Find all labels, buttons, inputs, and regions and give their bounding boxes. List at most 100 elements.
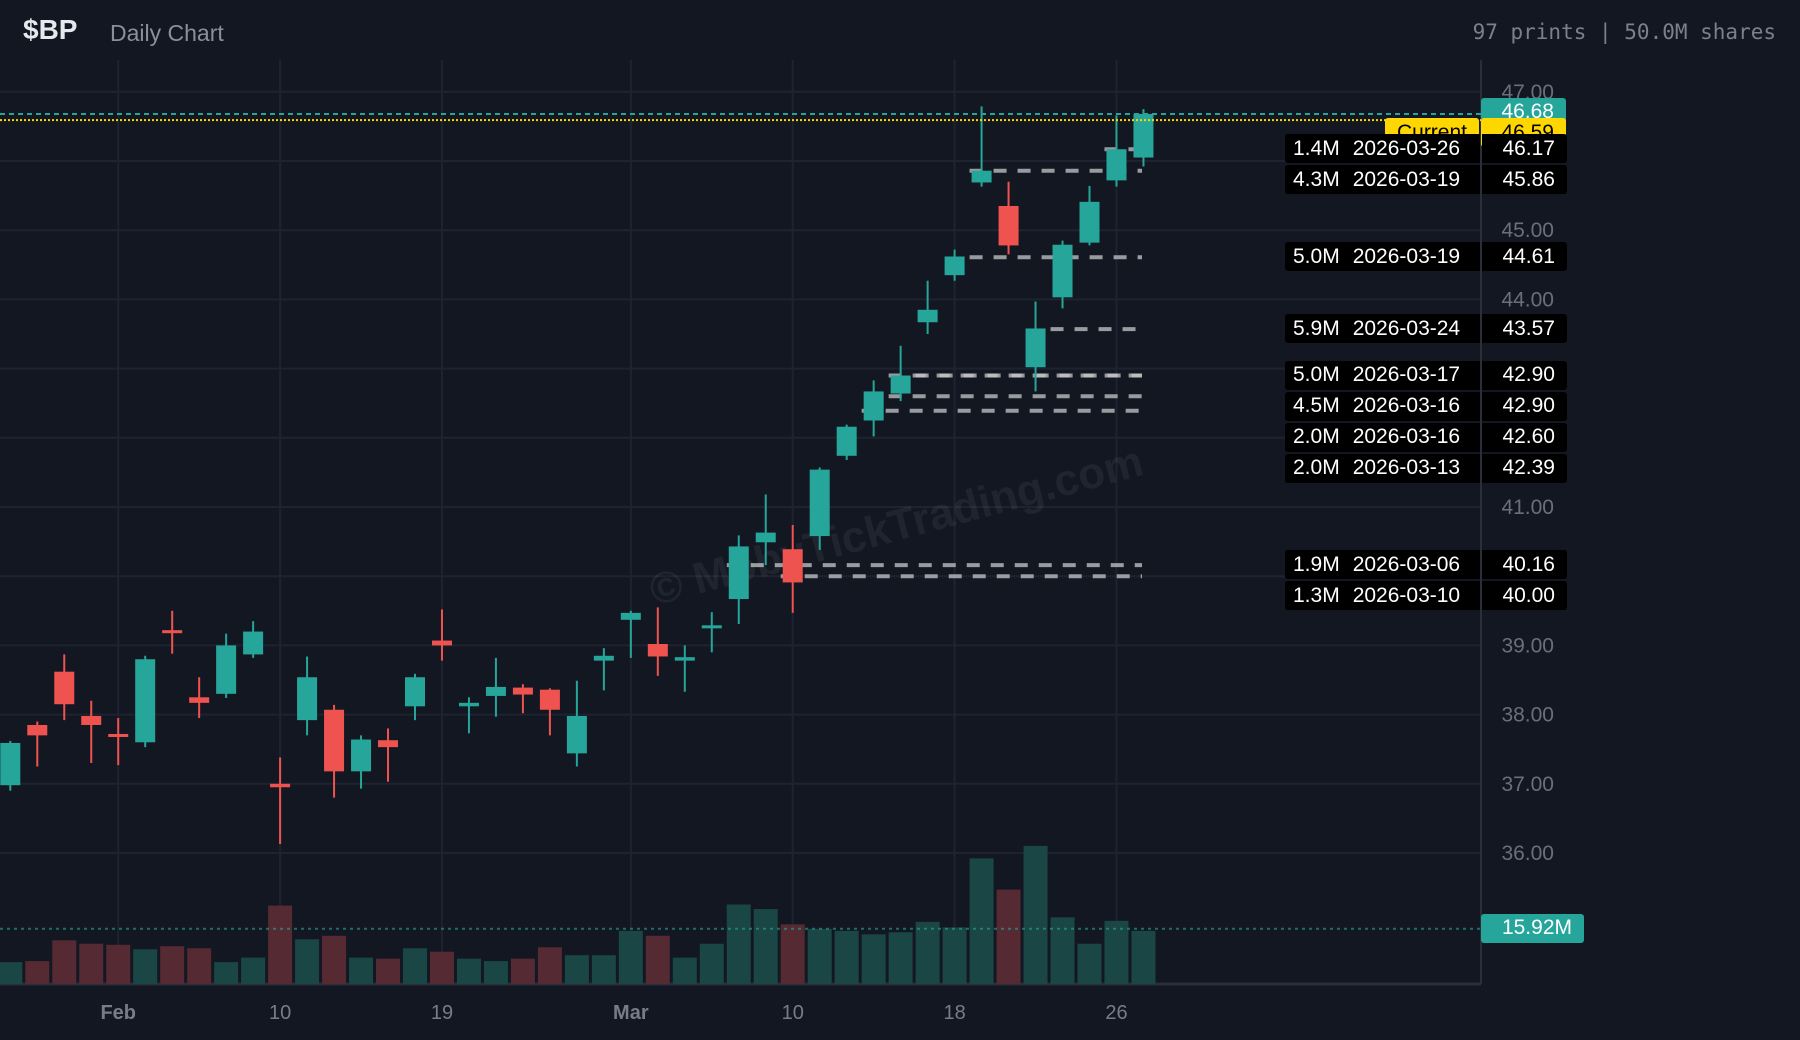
candle-body	[0, 742, 21, 786]
candle-body	[917, 309, 938, 323]
volume-bar	[187, 948, 212, 984]
volume-bar	[0, 962, 23, 984]
level-price: 43.57	[1482, 314, 1567, 344]
y-tick-label: 38.00	[1501, 704, 1554, 727]
level-label-row: 4.5M 2026-03-16 42.90	[1285, 391, 1567, 421]
volume-bar	[133, 949, 158, 984]
volume-bar	[1023, 845, 1048, 984]
candle-body	[539, 689, 560, 710]
level-date: 2026-03-16	[1352, 425, 1461, 449]
candle-body	[324, 709, 345, 772]
candle-body	[647, 644, 668, 657]
volume-bar	[52, 940, 77, 984]
prints-stats: 97 prints | 50.0M shares	[1472, 20, 1776, 44]
x-tick-label: 18	[943, 1002, 965, 1024]
volume-bar	[915, 921, 940, 984]
level-info: 5.0M 2026-03-17	[1285, 360, 1480, 390]
volume-bar	[376, 958, 401, 984]
watermark: © MobyTickTrading.com	[644, 437, 1148, 616]
level-label-row: 5.0M 2026-03-17 42.90	[1285, 360, 1567, 390]
candle-body	[297, 677, 318, 721]
level-info: 2.0M 2026-03-16	[1285, 422, 1480, 452]
level-date: 2026-03-17	[1352, 363, 1461, 387]
volume-bar	[942, 927, 967, 984]
volume-bar	[483, 961, 508, 984]
level-label-row: 5.0M 2026-03-19 44.61	[1285, 242, 1567, 272]
candle-body	[836, 426, 857, 456]
volume-bar	[888, 932, 913, 984]
level-size: 5.9M	[1293, 316, 1340, 340]
candle-body	[27, 724, 48, 736]
level-date: 2026-03-19	[1352, 167, 1461, 191]
candle-body	[1133, 113, 1154, 158]
volume-bar	[214, 962, 239, 984]
volume-bar	[25, 961, 50, 984]
volume-bar	[807, 928, 832, 984]
level-date: 2026-03-24	[1352, 316, 1461, 340]
volume-bar	[726, 904, 751, 984]
level-label-row: 1.4M 2026-03-26 46.17	[1285, 134, 1567, 164]
candle-body	[1025, 328, 1046, 368]
level-size: 1.3M	[1293, 583, 1340, 607]
volume-bar	[295, 939, 320, 984]
level-label-row: 1.9M 2026-03-06 40.16	[1285, 550, 1567, 580]
candle-body	[216, 645, 237, 694]
candle-body	[755, 532, 776, 543]
level-size: 1.4M	[1293, 136, 1340, 160]
candle-body	[108, 733, 129, 737]
candle-body	[890, 375, 911, 394]
volume-bar	[996, 889, 1021, 984]
x-tick-label: Feb	[100, 1002, 136, 1024]
volume-bar	[241, 957, 266, 984]
volume-average-tag: 15.92M	[1481, 913, 1584, 943]
candle-body	[998, 205, 1019, 246]
y-tick-label: 45.00	[1501, 219, 1554, 242]
candle-body	[1106, 149, 1127, 181]
candle-body	[243, 631, 264, 655]
candle-body	[54, 671, 75, 705]
candle-body	[405, 677, 425, 707]
level-date: 2026-03-19	[1352, 244, 1461, 268]
x-tick-label: 19	[431, 1002, 453, 1024]
level-date: 2026-03-13	[1352, 456, 1461, 480]
level-price: 42.90	[1482, 360, 1567, 390]
level-price: 45.86	[1482, 165, 1567, 195]
volume-bar	[268, 905, 293, 984]
level-info: 1.9M 2026-03-06	[1285, 550, 1480, 580]
level-price: 42.90	[1482, 391, 1567, 421]
level-info: 5.0M 2026-03-19	[1285, 242, 1480, 272]
level-size: 5.0M	[1293, 363, 1340, 387]
candle-body	[944, 256, 965, 276]
x-tick-label: Mar	[613, 1002, 649, 1024]
volume-bar	[537, 947, 562, 984]
candle-body	[162, 630, 183, 634]
volume-bar	[699, 943, 724, 984]
level-size: 2.0M	[1293, 425, 1340, 449]
level-info: 4.5M 2026-03-16	[1285, 391, 1480, 421]
y-tick-label: 36.00	[1501, 842, 1554, 865]
volume-bar	[1050, 917, 1075, 984]
volume-bar	[861, 934, 886, 984]
level-price: 40.16	[1482, 550, 1567, 580]
candle-body	[701, 625, 722, 629]
y-tick-label: 37.00	[1501, 773, 1554, 796]
level-label-row: 2.0M 2026-03-16 42.60	[1285, 422, 1567, 452]
x-tick-label: 10	[782, 1002, 804, 1024]
level-date: 2026-03-16	[1352, 394, 1461, 418]
y-tick-label: 44.00	[1501, 288, 1554, 311]
level-info: 1.3M 2026-03-10	[1285, 581, 1480, 611]
volume-bar	[403, 948, 427, 984]
volume-bar	[322, 935, 347, 984]
symbol-title: $BP	[23, 14, 78, 45]
level-size: 1.9M	[1293, 552, 1340, 576]
candle-body	[1079, 201, 1100, 243]
candle-body	[458, 702, 479, 707]
volume-bar	[780, 924, 805, 984]
candle-body	[809, 469, 830, 537]
level-info: 4.3M 2026-03-19	[1285, 165, 1480, 195]
candle-body	[971, 170, 992, 183]
candle-body	[512, 687, 533, 695]
candle-body	[135, 659, 156, 743]
candle-body	[431, 640, 452, 646]
